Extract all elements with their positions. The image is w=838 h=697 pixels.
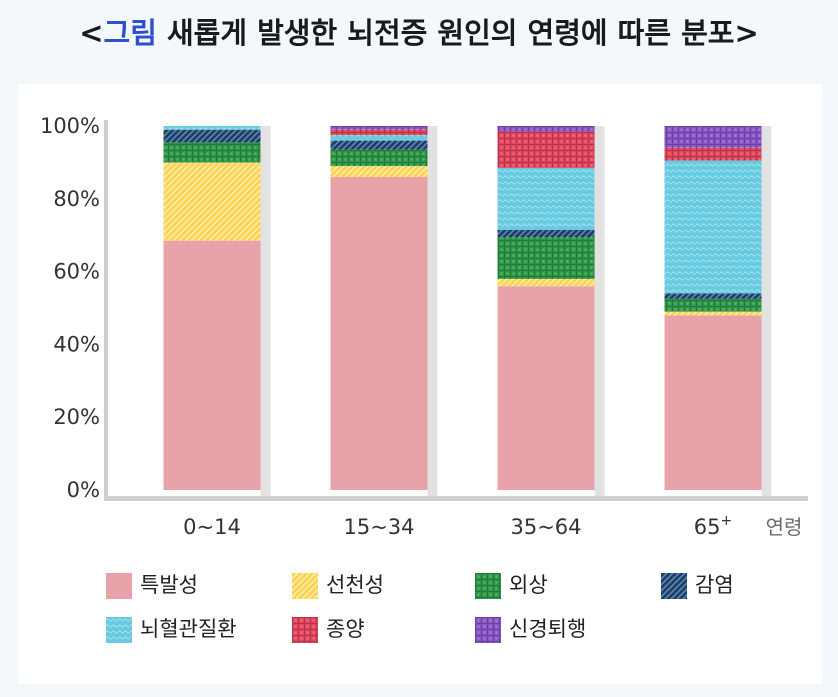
title-rest: 새롭게 발생한 뇌전증 원인의 연령에 따른 분포> xyxy=(156,16,759,50)
y-tick-60: 60% xyxy=(53,260,100,284)
bar-65-감염 xyxy=(664,293,762,299)
y-tick-40: 40% xyxy=(53,332,100,356)
bar-15-34-종양 xyxy=(330,129,428,136)
x-axis-line xyxy=(104,496,808,501)
y-tick-80: 80% xyxy=(53,187,100,211)
legend-label: 특발성 xyxy=(140,573,198,597)
legend-label: 종양 xyxy=(326,617,365,641)
bar-65-뇌혈관질환 xyxy=(664,160,762,294)
y-axis-line xyxy=(104,120,108,496)
legend-label: 감염 xyxy=(695,573,734,597)
chart-panel: 0% 20% 40% 60% 80% 100% 0~14 15~34 35~64 65+ 연령 특발… xyxy=(18,84,822,684)
legend-swatch-선천성 xyxy=(292,573,318,599)
bar-65-특발성 xyxy=(664,315,762,490)
bar-65-종양 xyxy=(664,147,762,161)
title-open: < xyxy=(79,16,104,50)
bar-35-64-선천성 xyxy=(497,278,595,287)
bar-0-14-외상 xyxy=(163,142,261,163)
x-tick-15-34: 15~34 xyxy=(343,515,414,539)
bar-15-34-외상 xyxy=(330,149,428,167)
bar-15-34-선천성 xyxy=(330,166,428,177)
bar-15-34-특발성 xyxy=(330,176,428,490)
bar-0-14-특발성 xyxy=(163,240,261,490)
y-tick-100: 100% xyxy=(40,114,100,138)
bar-shadow-0-14 xyxy=(260,126,271,496)
bar-35-64-외상 xyxy=(497,237,595,279)
bar-shadow-65 xyxy=(761,126,772,496)
bar-65-신경퇴행 xyxy=(664,126,762,148)
bar-0-14-선천성 xyxy=(163,162,261,241)
bar-15-34-신경퇴행 xyxy=(330,126,428,130)
bar-35-64-뇌혈관질환 xyxy=(497,167,595,230)
axes xyxy=(104,120,808,501)
title-accent: 그림 xyxy=(103,16,157,50)
axis-labels: 0% 20% 40% 60% 80% 100% 0~14 15~34 35~64 65+ 연령 xyxy=(40,114,802,539)
legend-label: 신경퇴행 xyxy=(509,617,587,641)
legend-label: 뇌혈관질환 xyxy=(140,617,237,641)
bars xyxy=(163,126,772,496)
bar-15-34-감염 xyxy=(330,140,428,150)
x-tick-0-14: 0~14 xyxy=(183,515,241,539)
legend-label: 외상 xyxy=(509,573,548,597)
legend-swatch-감염 xyxy=(661,573,687,599)
legend-swatch-특발성 xyxy=(106,573,132,599)
stacked-bar-chart: 0% 20% 40% 60% 80% 100% 0~14 15~34 35~64 65+ 연령 xyxy=(40,114,808,539)
bar-shadow-35-64 xyxy=(594,126,605,496)
bar-shadow-15-34 xyxy=(427,126,438,496)
x-tick-65: 65+ xyxy=(694,513,732,539)
legend-swatch-종양 xyxy=(292,617,318,643)
bar-15-34-뇌혈관질환 xyxy=(330,135,428,141)
bar-0-14-뇌혈관질환 xyxy=(163,126,261,130)
legend-swatch-뇌혈관질환 xyxy=(106,617,132,643)
chart-title: <그림 새롭게 발생한 뇌전증 원인의 연령에 따른 분포> xyxy=(0,10,838,52)
legend-label: 선천성 xyxy=(326,573,384,597)
x-tick-superscript: + xyxy=(721,513,733,529)
bar-65-선천성 xyxy=(664,311,762,316)
bar-0-14-감염 xyxy=(163,129,261,143)
bar-35-64-신경퇴행 xyxy=(497,126,595,132)
legend-swatch-신경퇴행 xyxy=(475,617,501,643)
y-tick-20: 20% xyxy=(53,405,100,429)
x-tick-35-64: 35~64 xyxy=(510,515,581,539)
bar-35-64-종양 xyxy=(497,131,595,168)
bar-65-외상 xyxy=(664,298,762,312)
x-axis-label: 연령 xyxy=(766,515,803,539)
bar-35-64-특발성 xyxy=(497,286,595,490)
bar-35-64-감염 xyxy=(497,229,595,238)
y-tick-0: 0% xyxy=(67,478,100,502)
legend-swatch-외상 xyxy=(475,573,501,599)
